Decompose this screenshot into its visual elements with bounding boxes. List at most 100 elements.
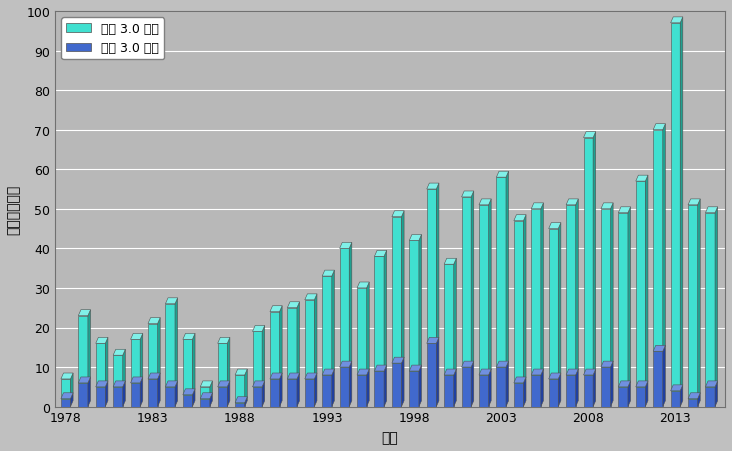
- Bar: [688, 205, 698, 399]
- Polygon shape: [392, 357, 404, 364]
- Polygon shape: [384, 365, 386, 407]
- Polygon shape: [436, 184, 439, 344]
- Bar: [375, 257, 384, 371]
- Polygon shape: [357, 282, 369, 288]
- Bar: [583, 375, 593, 407]
- Polygon shape: [165, 381, 178, 387]
- Polygon shape: [88, 377, 91, 407]
- Polygon shape: [270, 373, 282, 379]
- Polygon shape: [244, 369, 247, 403]
- Polygon shape: [593, 132, 596, 375]
- Polygon shape: [688, 199, 701, 205]
- Polygon shape: [706, 207, 717, 213]
- Polygon shape: [288, 373, 299, 379]
- Polygon shape: [367, 369, 369, 407]
- Polygon shape: [496, 361, 509, 367]
- Polygon shape: [514, 215, 526, 221]
- Polygon shape: [610, 361, 613, 407]
- Polygon shape: [270, 306, 282, 312]
- Bar: [375, 371, 384, 407]
- Polygon shape: [559, 373, 561, 407]
- Bar: [322, 375, 332, 407]
- Bar: [653, 130, 662, 351]
- Polygon shape: [628, 381, 630, 407]
- Polygon shape: [262, 381, 265, 407]
- Bar: [357, 288, 367, 375]
- Bar: [706, 387, 715, 407]
- Polygon shape: [471, 192, 474, 367]
- Bar: [653, 351, 662, 407]
- Bar: [444, 375, 454, 407]
- Bar: [583, 138, 593, 375]
- Polygon shape: [113, 381, 125, 387]
- Polygon shape: [601, 361, 613, 367]
- Bar: [340, 367, 349, 407]
- Polygon shape: [305, 294, 317, 300]
- Polygon shape: [165, 298, 178, 304]
- Polygon shape: [140, 334, 143, 383]
- Polygon shape: [61, 393, 73, 399]
- Polygon shape: [280, 306, 282, 379]
- Bar: [619, 213, 628, 387]
- Polygon shape: [157, 373, 160, 407]
- Polygon shape: [462, 192, 474, 198]
- Polygon shape: [619, 381, 630, 387]
- Polygon shape: [322, 369, 335, 375]
- Polygon shape: [427, 338, 439, 344]
- Polygon shape: [130, 334, 143, 340]
- Polygon shape: [201, 393, 212, 399]
- Polygon shape: [601, 203, 613, 209]
- Bar: [78, 383, 88, 407]
- Bar: [130, 383, 140, 407]
- Bar: [427, 189, 436, 344]
- Polygon shape: [575, 369, 578, 407]
- Polygon shape: [183, 389, 195, 395]
- Bar: [183, 340, 193, 395]
- Polygon shape: [253, 326, 265, 332]
- Legend: 규모 3.0 미만, 규모 3.0 이상: 규모 3.0 미만, 규모 3.0 이상: [61, 18, 165, 60]
- Bar: [531, 209, 541, 375]
- Polygon shape: [375, 251, 386, 257]
- Bar: [270, 312, 280, 379]
- Bar: [566, 205, 575, 375]
- Bar: [409, 241, 419, 371]
- Bar: [165, 387, 175, 407]
- Polygon shape: [70, 373, 73, 399]
- Bar: [165, 304, 175, 387]
- Bar: [619, 387, 628, 407]
- Bar: [688, 399, 698, 407]
- Bar: [270, 379, 280, 407]
- Bar: [322, 276, 332, 375]
- Polygon shape: [671, 18, 683, 24]
- Polygon shape: [332, 271, 335, 375]
- Polygon shape: [610, 203, 613, 367]
- Polygon shape: [706, 381, 717, 387]
- Polygon shape: [671, 385, 683, 391]
- Polygon shape: [566, 199, 578, 205]
- Polygon shape: [566, 369, 578, 375]
- Polygon shape: [193, 389, 195, 407]
- Polygon shape: [314, 373, 317, 407]
- Bar: [706, 213, 715, 387]
- Polygon shape: [680, 18, 683, 391]
- Polygon shape: [78, 377, 91, 383]
- Polygon shape: [401, 357, 404, 407]
- Polygon shape: [217, 381, 230, 387]
- Bar: [305, 300, 314, 379]
- Polygon shape: [409, 365, 422, 371]
- Polygon shape: [636, 381, 648, 387]
- Polygon shape: [375, 365, 386, 371]
- Polygon shape: [340, 361, 352, 367]
- Polygon shape: [88, 310, 91, 383]
- Polygon shape: [506, 172, 509, 367]
- Polygon shape: [496, 172, 509, 178]
- Polygon shape: [409, 235, 422, 241]
- Bar: [531, 375, 541, 407]
- Polygon shape: [427, 184, 439, 189]
- Polygon shape: [235, 369, 247, 375]
- Polygon shape: [514, 377, 526, 383]
- Polygon shape: [636, 176, 648, 182]
- Polygon shape: [123, 350, 125, 387]
- Polygon shape: [531, 369, 543, 375]
- Polygon shape: [235, 397, 247, 403]
